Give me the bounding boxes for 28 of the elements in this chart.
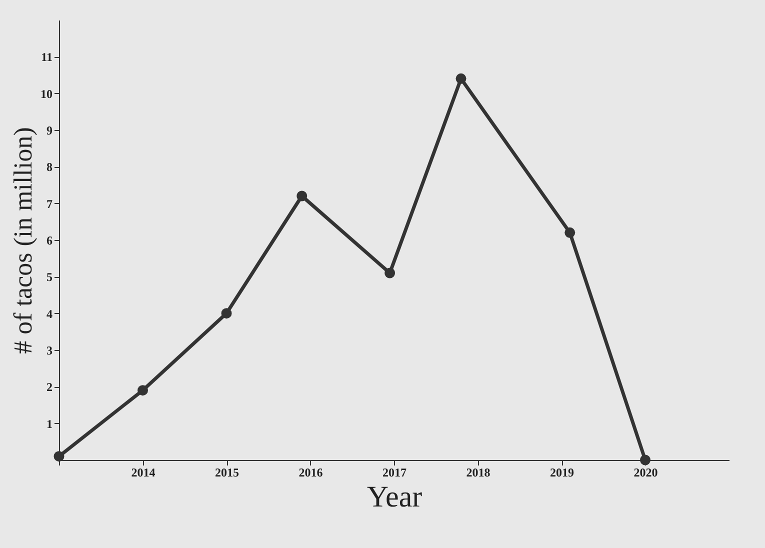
y-tick-label: 7 [46,196,52,211]
y-tick-label: 10 [40,86,52,101]
y-tick-label: 8 [46,160,52,174]
y-tick-label: 5 [46,270,52,284]
point [384,268,396,278]
x-tick-label: 2020 [634,466,658,480]
y-axis-title: # of tacos (in million) [8,127,38,354]
x-tick-label: 2017 [382,466,406,480]
y-tick-label: 9 [46,124,52,138]
x-tick-label: 2015 [215,466,239,480]
y-tick-label: 2 [46,380,52,394]
y-tick-label: 4 [46,306,52,321]
point [138,385,148,396]
point [296,190,308,202]
y-tick-label: 11 [41,50,52,64]
y-tick-label: 3 [46,344,52,358]
point [221,308,232,319]
point [640,454,650,466]
x-axis-title: Year [366,480,422,514]
x-tick-label: 2019 [550,466,574,480]
y-tick-label: 1 [46,416,52,431]
x-tick-label: 2018 [466,466,490,480]
point [54,451,64,462]
x-tick-label: 2014 [131,466,156,480]
y-tick-label: 6 [46,234,52,248]
point [564,227,576,238]
point [456,73,466,84]
x-tick-label: 2016 [298,466,323,480]
